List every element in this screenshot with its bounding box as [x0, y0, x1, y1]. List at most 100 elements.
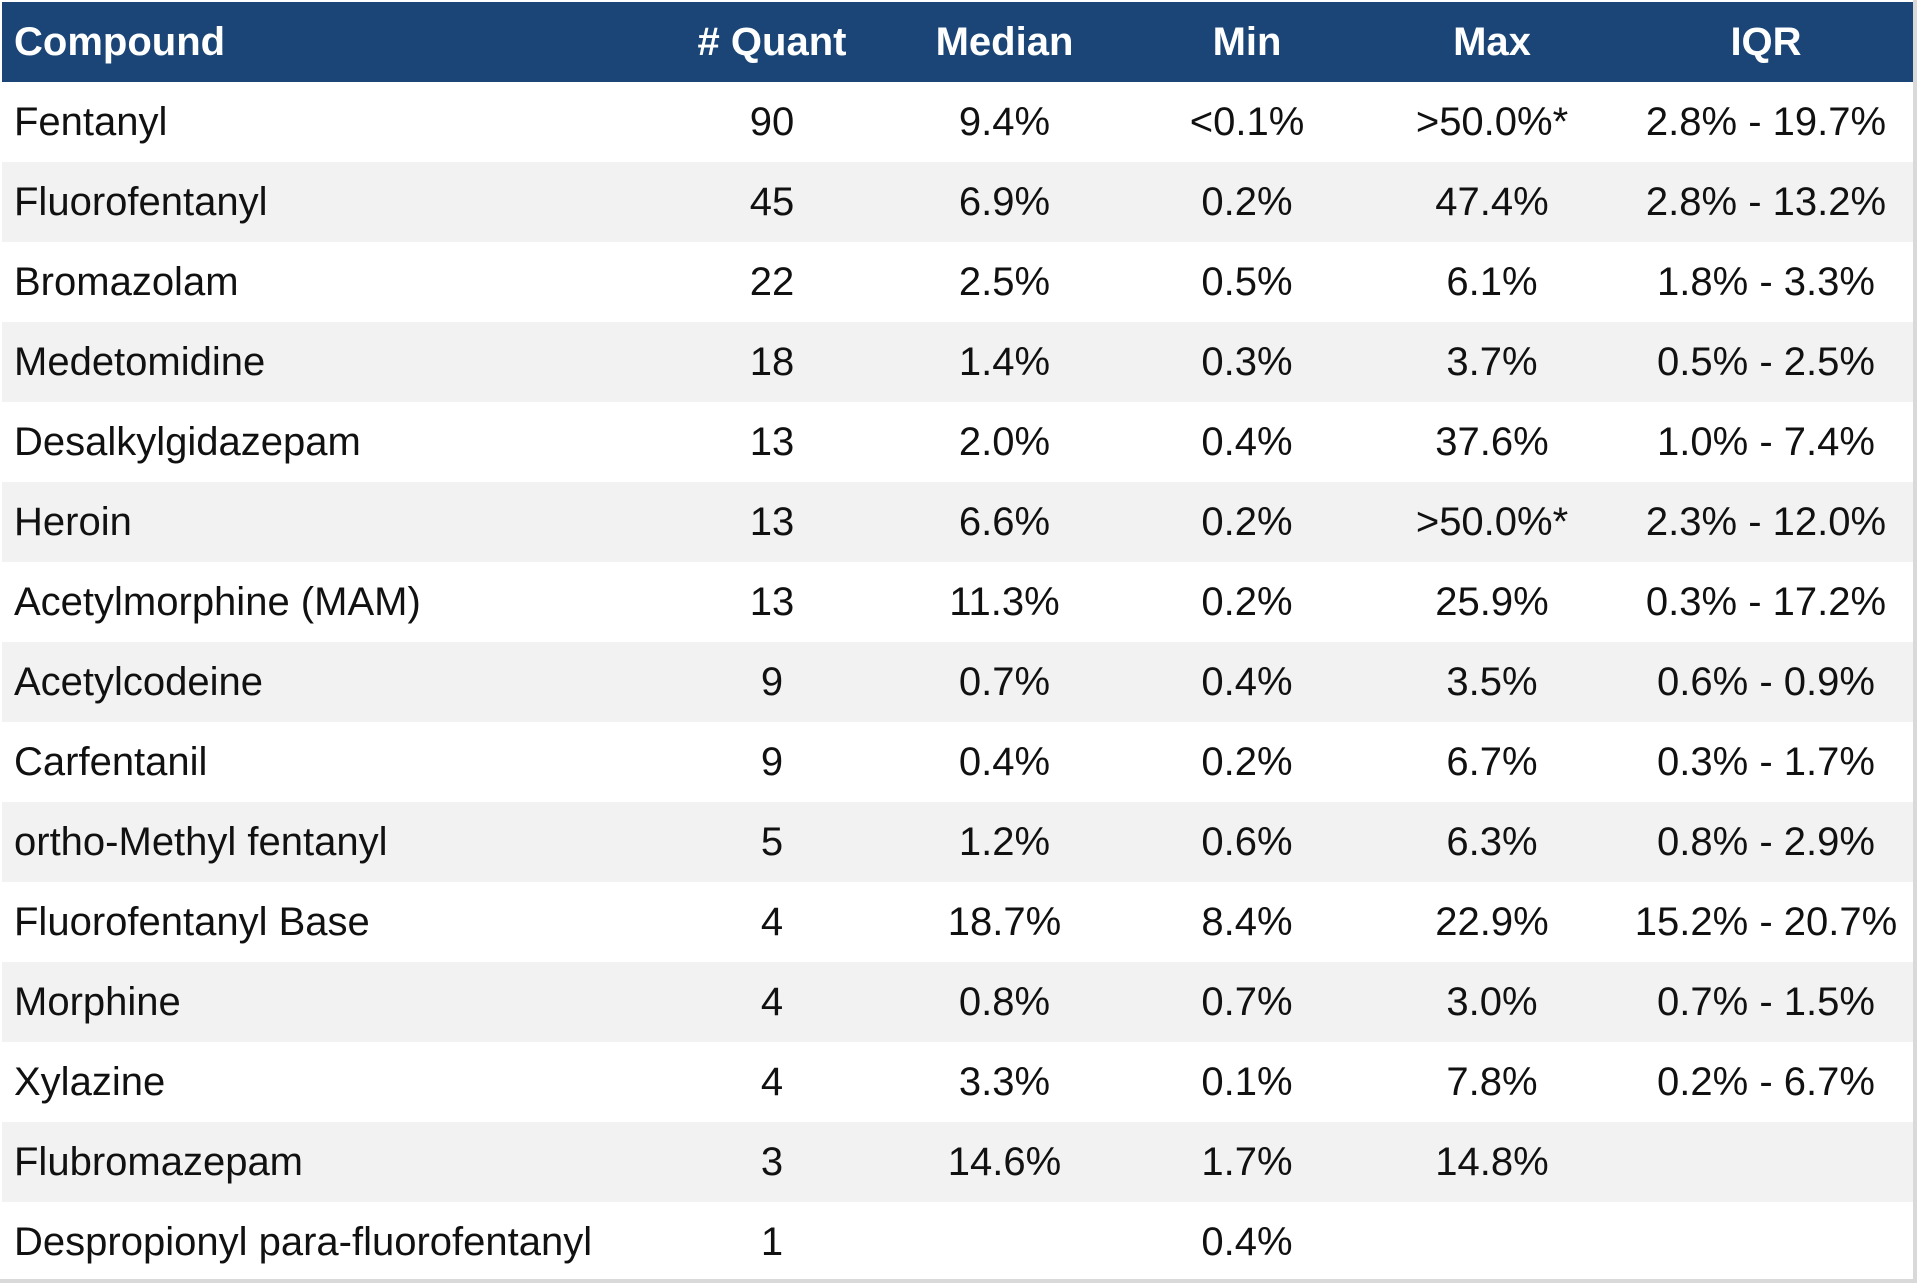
min-cell: <0.1% [1189, 99, 1305, 144]
median-cell: 14.6% [947, 1139, 1062, 1184]
quant-cell: 13 [749, 499, 795, 544]
iqr-cell: 0.2% - 6.7% [1657, 1059, 1875, 1104]
table-row: Morphine 4 0.8% 0.7% 3.0% 0.7% - 1.5% [2, 962, 1915, 1042]
max-cell: 37.6% [1435, 419, 1549, 464]
header-min: Min [1127, 2, 1367, 82]
median-cell: 2.0% [958, 419, 1051, 464]
table-header: Compound # Quant Median Min Max IQR [2, 2, 1915, 82]
max-cell: >50.0%* [1415, 99, 1569, 144]
min-cell: 0.2% [1201, 179, 1293, 224]
table-row: Heroin 13 6.6% 0.2% >50.0%* 2.3% - 12.0% [2, 482, 1915, 562]
quant-cell: 13 [749, 419, 795, 464]
median-cell: 2.5% [958, 259, 1051, 304]
header-iqr: IQR [1617, 2, 1915, 82]
min-cell: 0.2% [1201, 579, 1293, 624]
table-row: Fluorofentanyl Base 4 18.7% 8.4% 22.9% 15.2% … [2, 882, 1915, 962]
table-row: Fluorofentanyl 45 6.9% 0.2% 47.4% 2.8% - 13.2… [2, 162, 1915, 242]
quant-cell: 9 [760, 659, 784, 704]
iqr-cell: 1.8% - 3.3% [1657, 259, 1875, 304]
iqr-cell [1617, 1122, 1915, 1202]
quant-cell: 4 [760, 979, 784, 1024]
compound-cell: Despropionyl para-fluorofentanyl [14, 1219, 593, 1264]
max-cell: 25.9% [1435, 579, 1549, 624]
min-cell: 0.6% [1201, 819, 1293, 864]
min-cell: 0.3% [1201, 339, 1293, 384]
median-cell: 6.9% [958, 179, 1051, 224]
max-cell: 3.7% [1446, 339, 1538, 384]
iqr-cell: 0.5% - 2.5% [1657, 339, 1875, 384]
median-cell: 18.7% [947, 899, 1062, 944]
max-cell: 3.5% [1446, 659, 1538, 704]
iqr-cell: 2.8% - 13.2% [1645, 179, 1887, 224]
max-cell: 3.0% [1446, 979, 1538, 1024]
table-row: Carfentanil 9 0.4% 0.2% 6.7% 0.3% - 1.7% [2, 722, 1915, 802]
max-cell: 22.9% [1435, 899, 1549, 944]
min-cell: 0.1% [1201, 1059, 1293, 1104]
max-cell: 6.3% [1446, 819, 1538, 864]
compound-cell: ortho-Methyl fentanyl [14, 819, 388, 864]
quant-cell: 90 [749, 99, 795, 144]
iqr-cell: 0.7% - 1.5% [1657, 979, 1875, 1024]
compound-cell: Xylazine [14, 1059, 166, 1104]
compound-cell: Morphine [14, 979, 181, 1024]
header-compound: Compound [2, 2, 662, 82]
min-cell: 0.2% [1201, 739, 1293, 784]
median-cell: 9.4% [958, 99, 1051, 144]
median-cell: 1.2% [958, 819, 1051, 864]
compound-cell: Desalkylgidazepam [14, 419, 361, 464]
compound-cell: Fluorofentanyl [14, 179, 268, 224]
compound-cell: Fluorofentanyl Base [14, 899, 370, 944]
quant-cell: 18 [749, 339, 795, 384]
compound-cell: Fentanyl [14, 99, 168, 144]
table-row: Flubromazepam 3 14.6% 1.7% 14.8% [2, 1122, 1915, 1202]
min-cell: 0.4% [1201, 1219, 1293, 1264]
iqr-cell: 0.6% - 0.9% [1657, 659, 1875, 704]
bottom-border [0, 1279, 1917, 1283]
iqr-cell: 0.3% - 1.7% [1657, 739, 1875, 784]
quant-cell: 13 [749, 579, 795, 624]
median-cell: 6.6% [958, 499, 1051, 544]
right-border [1913, 0, 1917, 1283]
table-row: Despropionyl para-fluorofentanyl 1 0.4% [2, 1202, 1915, 1282]
max-cell: >50.0%* [1415, 499, 1569, 544]
max-cell: 14.8% [1435, 1139, 1549, 1184]
iqr-cell [1617, 1202, 1915, 1282]
table-body: Fentanyl 90 9.4% <0.1% >50.0%* 2.8% - 19.7% Fl… [2, 82, 1915, 1282]
quant-cell: 22 [749, 259, 795, 304]
median-cell: 0.4% [958, 739, 1051, 784]
header-max: Max [1367, 2, 1617, 82]
compound-cell: Acetylmorphine (MAM) [14, 579, 421, 624]
median-cell: 1.4% [958, 339, 1051, 384]
compound-cell: Flubromazepam [14, 1139, 304, 1184]
max-cell: 6.1% [1446, 259, 1538, 304]
compound-cell: Bromazolam [14, 259, 239, 304]
max-cell [1367, 1202, 1617, 1282]
max-cell: 7.8% [1446, 1059, 1538, 1104]
quant-cell: 1 [760, 1219, 784, 1264]
median-cell [882, 1202, 1127, 1282]
min-cell: 8.4% [1201, 899, 1293, 944]
quant-cell: 5 [760, 819, 784, 864]
quant-cell: 4 [760, 899, 784, 944]
iqr-cell: 2.3% - 12.0% [1645, 499, 1887, 544]
iqr-cell: 0.8% - 2.9% [1657, 819, 1875, 864]
table-row: Medetomidine 18 1.4% 0.3% 3.7% 0.5% - 2.5% [2, 322, 1915, 402]
max-cell: 47.4% [1435, 179, 1549, 224]
median-cell: 11.3% [949, 579, 1060, 624]
min-cell: 0.4% [1201, 419, 1293, 464]
median-cell: 3.3% [958, 1059, 1051, 1104]
header-row: Compound # Quant Median Min Max IQR [2, 2, 1915, 82]
header-quant: # Quant [662, 2, 882, 82]
median-cell: 0.7% [958, 659, 1051, 704]
compound-cell: Heroin [14, 499, 132, 544]
iqr-cell: 15.2% - 20.7% [1634, 899, 1898, 944]
compound-cell: Acetylcodeine [14, 659, 264, 704]
table-row: ortho-Methyl fentanyl 5 1.2% 0.6% 6.3% 0.8% -… [2, 802, 1915, 882]
table-row: Acetylmorphine (MAM) 13 11.3% 0.2% 25.9% 0.3%… [2, 562, 1915, 642]
median-cell: 0.8% [958, 979, 1051, 1024]
min-cell: 0.4% [1201, 659, 1293, 704]
compound-cell: Carfentanil [14, 739, 208, 784]
iqr-cell: 0.3% - 17.2% [1645, 579, 1887, 624]
